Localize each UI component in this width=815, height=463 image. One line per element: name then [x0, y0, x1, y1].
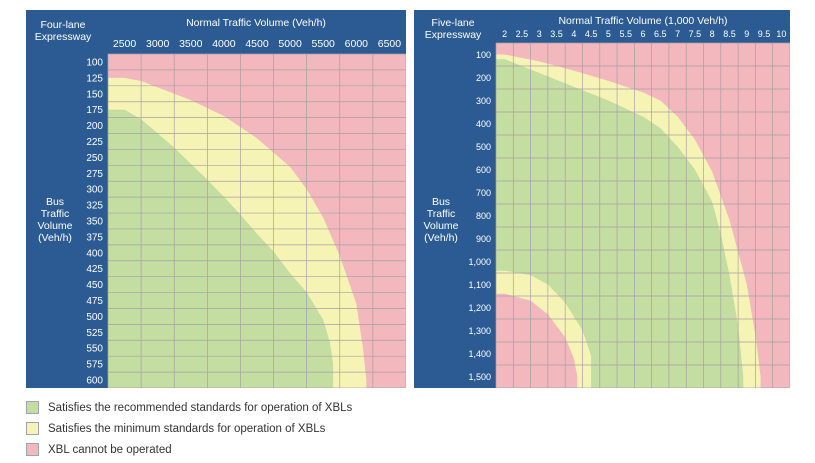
four-lane-y-tick-label: 300 — [86, 185, 103, 196]
four-lane-chart-panel: Four-lane Expressway Normal Traffic Volu… — [26, 10, 406, 388]
four-lane-y-tick-label: 100 — [86, 57, 103, 68]
four-lane-y-tick-label: 475 — [86, 296, 103, 307]
five-lane-chart-panel: Five-lane Expressway Normal Traffic Volu… — [414, 10, 790, 388]
four-lane-y-tick-label: 350 — [86, 217, 103, 228]
five-lane-y-tick-label: 1,400 — [468, 349, 491, 359]
four-lane-y-tick-label: 125 — [86, 73, 103, 84]
four-lane-corner-label: Four-lane Expressway — [30, 19, 96, 43]
five-lane-x-tick-label: 2 — [502, 29, 507, 39]
legend-label-not-operable: XBL cannot be operated — [48, 443, 172, 456]
five-lane-y-title-line-3: Volume — [423, 220, 459, 232]
legend-swatch-recommended — [26, 401, 39, 414]
four-lane-y-title-line-3: Volume — [37, 220, 73, 232]
four-lane-x-axis-title: Normal Traffic Volume (Veh/h) — [186, 17, 326, 29]
five-lane-x-tick-label: 4 — [571, 29, 576, 39]
four-lane-y-tick-label: 150 — [86, 89, 103, 100]
five-lane-x-axis-title: Normal Traffic Volume (1,000 Veh/h) — [558, 15, 728, 27]
five-lane-y-tick-label: 1,000 — [468, 257, 491, 267]
four-lane-y-tick-label: 450 — [86, 280, 103, 291]
five-lane-y-tick-label: 900 — [476, 234, 491, 244]
five-lane-region-not-operable-lower — [496, 293, 578, 388]
five-lane-y-tick-label: 1,300 — [468, 326, 491, 336]
five-lane-y-tick-label: 1,500 — [468, 372, 491, 382]
five-lane-x-tick-label: 6 — [640, 29, 645, 39]
five-lane-corner-line-2: Expressway — [424, 29, 482, 41]
legend-swatch-not-operable — [26, 443, 39, 456]
five-lane-x-tick-label: 7 — [675, 29, 680, 39]
four-lane-y-title-line-4: (Veh/h) — [38, 232, 72, 244]
four-lane-x-tick-label: 6500 — [378, 38, 402, 50]
legend-label-minimum: Satisfies the minimum standards for oper… — [48, 422, 326, 435]
five-lane-x-tick-label: 6.5 — [654, 29, 667, 39]
five-lane-x-tick-label: 4.5 — [585, 29, 598, 39]
four-lane-y-tick-label: 500 — [86, 312, 103, 323]
four-lane-y-tick-label: 375 — [86, 232, 103, 243]
four-lane-y-tick-label: 250 — [86, 153, 103, 164]
four-lane-y-tick-label: 575 — [86, 360, 103, 371]
four-lane-y-tick-label: 200 — [86, 121, 103, 132]
legend-label-recommended: Satisfies the recommended standards for … — [48, 401, 353, 414]
five-lane-x-tick-label: 10 — [776, 29, 786, 39]
five-lane-y-tick-label: 1,200 — [468, 303, 491, 313]
four-lane-y-tick-label: 425 — [86, 264, 103, 275]
four-lane-y-tick-label: 400 — [86, 248, 103, 259]
five-lane-y-axis-title: Bus Traffic Volume (Veh/h) — [416, 196, 466, 244]
five-lane-x-tick-label: 7.5 — [689, 29, 702, 39]
five-lane-y-title-line-2: Traffic — [426, 208, 456, 220]
five-lane-corner-line-1: Five-lane — [431, 17, 475, 29]
four-lane-x-tick-label: 5000 — [278, 38, 302, 50]
four-lane-chart-svg: 2500 3000 3500 4000 4500 5000 5500 6000 6500 100 1… — [86, 38, 406, 388]
four-lane-corner-line-1: Four-lane — [40, 19, 86, 31]
five-lane-x-tick-label: 9.5 — [758, 29, 771, 39]
four-lane-y-tick-label: 600 — [86, 376, 103, 387]
legend-swatch-minimum — [26, 422, 39, 435]
four-lane-x-tick-label: 4000 — [212, 38, 236, 50]
five-lane-x-tick-label: 9 — [744, 29, 749, 39]
five-lane-y-title-line-4: (Veh/h) — [424, 232, 458, 244]
five-lane-x-tick-label: 3.5 — [550, 29, 563, 39]
five-lane-x-tick-label: 8 — [710, 29, 715, 39]
four-lane-corner-line-2: Expressway — [34, 31, 92, 43]
five-lane-y-tick-label: 700 — [476, 188, 491, 198]
five-lane-y-tick-label: 300 — [476, 96, 491, 106]
five-lane-y-tick-label: 800 — [476, 211, 491, 221]
four-lane-x-tick-label: 6000 — [345, 38, 369, 50]
four-lane-y-tick-label: 525 — [86, 328, 103, 339]
legend: Satisfies the recommended standards for … — [26, 397, 352, 460]
four-lane-x-tick-label: 4500 — [245, 38, 269, 50]
four-lane-y-tick-label: 325 — [86, 201, 103, 212]
four-lane-y-axis-title: Bus Traffic Volume (Veh/h) — [30, 196, 80, 244]
four-lane-y-tick-label: 225 — [86, 137, 103, 148]
five-lane-y-tick-label: 400 — [476, 119, 491, 129]
four-lane-y-title-line-2: Traffic — [40, 208, 70, 220]
four-lane-y-title-line-1: Bus — [45, 196, 65, 208]
five-lane-x-tick-label: 5 — [606, 29, 611, 39]
four-lane-x-tick-label: 3000 — [146, 38, 170, 50]
five-lane-x-tick-label: 3 — [537, 29, 542, 39]
five-lane-corner-label: Five-lane Expressway — [418, 17, 488, 41]
four-lane-x-tick-label: 2500 — [113, 38, 137, 50]
legend-item-recommended: Satisfies the recommended standards for … — [26, 397, 352, 418]
five-lane-x-tick-label: 2.5 — [516, 29, 529, 39]
five-lane-x-tick-label: 5.5 — [619, 29, 632, 39]
four-lane-region-recommended — [108, 109, 334, 388]
five-lane-y-tick-label: 100 — [476, 50, 491, 60]
four-lane-x-tick-label: 5500 — [312, 38, 336, 50]
four-lane-x-tick-label: 3500 — [179, 38, 203, 50]
five-lane-y-title-line-1: Bus — [431, 196, 451, 208]
five-lane-x-tick-label: 8.5 — [723, 29, 736, 39]
four-lane-y-tick-label: 275 — [86, 169, 103, 180]
four-lane-y-tick-label: 550 — [86, 344, 103, 355]
five-lane-y-tick-label: 600 — [476, 165, 491, 175]
legend-item-minimum: Satisfies the minimum standards for oper… — [26, 418, 352, 439]
five-lane-chart-svg: 2 2.5 3 3.5 4 4.5 5 5.5 6 6.5 7 7.5 8 8.5 9 9.5 10 100 200… — [468, 29, 790, 388]
five-lane-y-tick-label: 200 — [476, 73, 491, 83]
five-lane-y-tick-label: 500 — [476, 142, 491, 152]
five-lane-y-tick-label: 1,100 — [468, 280, 491, 290]
four-lane-y-tick-label: 175 — [86, 105, 103, 116]
legend-item-not-operable: XBL cannot be operated — [26, 439, 352, 460]
